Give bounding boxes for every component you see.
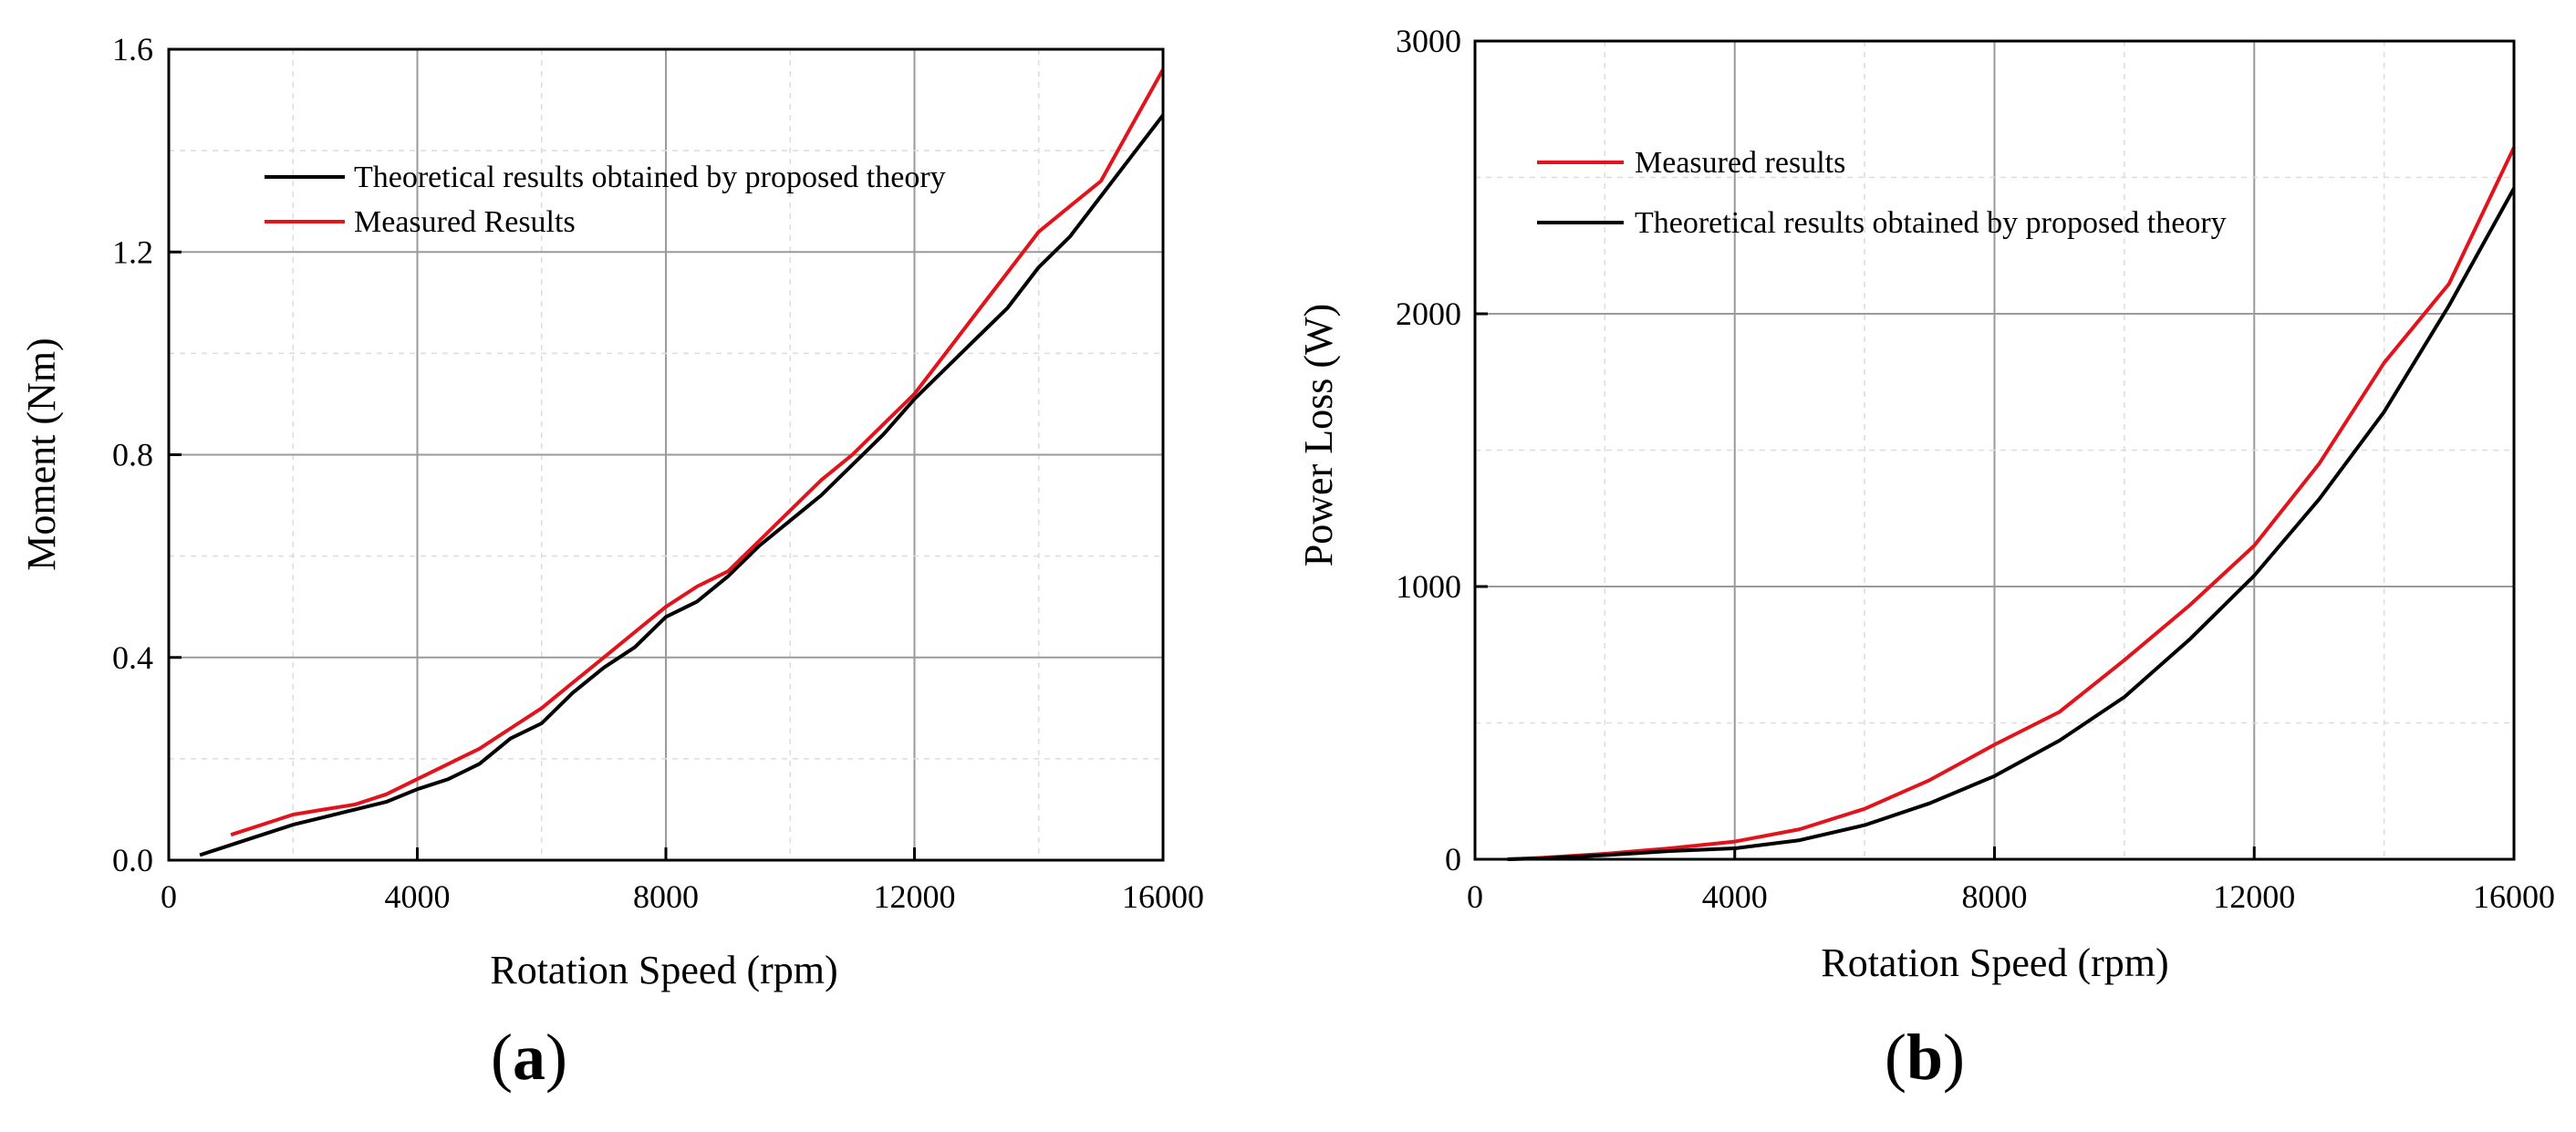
chart-a-panel-letter: a [513, 1021, 545, 1094]
chart-a-x-tick-label: 0 [161, 878, 177, 915]
chart-a-y-tick-label: 0.8 [112, 437, 153, 473]
chart-a-y-tick-label: 0.4 [112, 639, 153, 676]
chart-b-y-axis-label: Power Loss (W) [1296, 304, 1341, 566]
chart-a-series [199, 68, 1165, 857]
chart-b-series-theoretical-line [1507, 187, 2516, 861]
chart-a-x-tick-label: 8000 [633, 878, 699, 915]
chart-b-series [1507, 146, 2516, 861]
chart-a-legend-label-measured: Measured Results [354, 205, 576, 239]
chart-b-y-tick-label: 2000 [1396, 296, 1461, 332]
chart-b-series-measured-line [1507, 146, 2516, 861]
chart-a-y-axis-label: Moment (Nm) [19, 338, 64, 570]
chart-b-x-tick-label: 12000 [2213, 878, 2295, 915]
chart-b-x-tick-label: 0 [1467, 878, 1483, 915]
chart-a-y-tick-label: 0.0 [112, 842, 153, 878]
chart-a-series-theoretical-line [199, 113, 1165, 857]
chart-b-legend: Measured results Theoretical results obt… [1537, 146, 2227, 240]
chart-b-x-tick-label: 4000 [1702, 878, 1768, 915]
chart-a-y-tick-label: 1.2 [112, 234, 153, 270]
chart-b-ticks: 0 4000 8000 12000 16000 0 1000 2000 3000 [1396, 23, 2555, 915]
chart-a-panel-label: (a) [491, 1021, 567, 1094]
chart-a-series-measured-line [230, 68, 1165, 837]
chart-b-y-tick-label: 0 [1445, 841, 1461, 878]
chart-a-legend-label-theoretical: Theoretical results obtained by proposed… [354, 161, 946, 194]
chart-b-legend-label-theoretical: Theoretical results obtained by proposed… [1635, 206, 2227, 240]
chart-b-panel-label: (b) [1885, 1021, 1965, 1094]
chart-a-x-axis-label: Rotation Speed (rpm) [490, 948, 837, 992]
chart-a-legend: Theoretical results obtained by proposed… [265, 161, 946, 239]
chart-b-x-tick-label: 16000 [2473, 878, 2555, 915]
chart-a-ticks: 0 4000 8000 12000 16000 0.0 0.4 0.8 1.2 1.6 [112, 31, 1204, 915]
chart-b-panel-letter: b [1906, 1021, 1943, 1094]
chart-a-grid [168, 48, 1164, 861]
chart-a: 0 4000 8000 12000 16000 0.0 0.4 0.8 1.2 1.6 Theor… [19, 31, 1204, 1094]
chart-b-x-tick-label: 8000 [1962, 878, 2028, 915]
chart-a-x-tick-label: 16000 [1122, 878, 1204, 915]
chart-b-legend-label-measured: Measured results [1635, 146, 1845, 180]
chart-a-y-tick-label: 1.6 [112, 31, 153, 68]
chart-b: 0 4000 8000 12000 16000 0 1000 2000 3000 Measure… [1296, 23, 2555, 1094]
chart-b-y-tick-label: 3000 [1396, 23, 1461, 59]
chart-b-x-axis-label: Rotation Speed (rpm) [1821, 940, 2168, 985]
chart-b-grid [1474, 40, 2515, 860]
chart-a-x-tick-label: 12000 [874, 878, 956, 915]
chart-b-y-tick-label: 1000 [1396, 568, 1461, 605]
chart-a-x-tick-label: 4000 [385, 878, 451, 915]
